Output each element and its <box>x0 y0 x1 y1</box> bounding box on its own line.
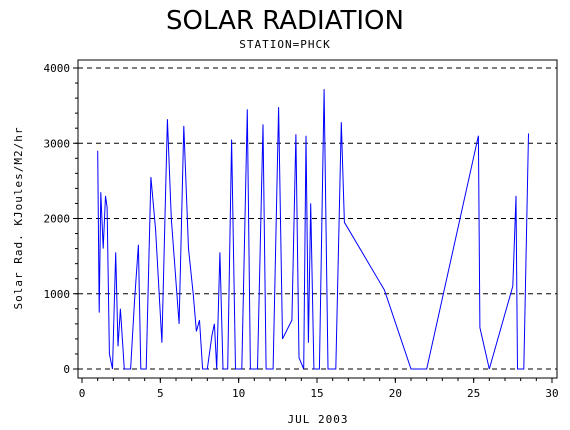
y-tick-label: 0 <box>63 363 70 376</box>
x-tick-label: 25 <box>467 387 480 400</box>
tick-labels: 0 1000 2000 3000 4000 0 5 10 15 20 25 30 <box>44 62 559 400</box>
x-axis-label: JUL 2003 <box>288 413 349 426</box>
x-tick-label: 0 <box>79 387 86 400</box>
y-tick-label: 1000 <box>44 288 71 301</box>
y-tick-label: 2000 <box>44 213 71 226</box>
chart-title: SOLAR RADIATION <box>166 6 404 36</box>
chart-subtitle: STATION=PHCK <box>239 38 331 51</box>
x-tick-label: 15 <box>310 387 323 400</box>
x-tick-label: 5 <box>157 387 164 400</box>
x-tick-label: 20 <box>389 387 402 400</box>
series-layer <box>97 89 529 370</box>
y-tick-label: 4000 <box>44 62 71 75</box>
x-tick-label: 10 <box>232 387 245 400</box>
axes <box>73 59 558 383</box>
series-line <box>97 89 529 370</box>
y-tick-label: 3000 <box>44 137 71 150</box>
y-axis-label: Solar Rad. KJoules/M2/hr <box>12 127 25 310</box>
x-tick-label: 30 <box>545 387 558 400</box>
